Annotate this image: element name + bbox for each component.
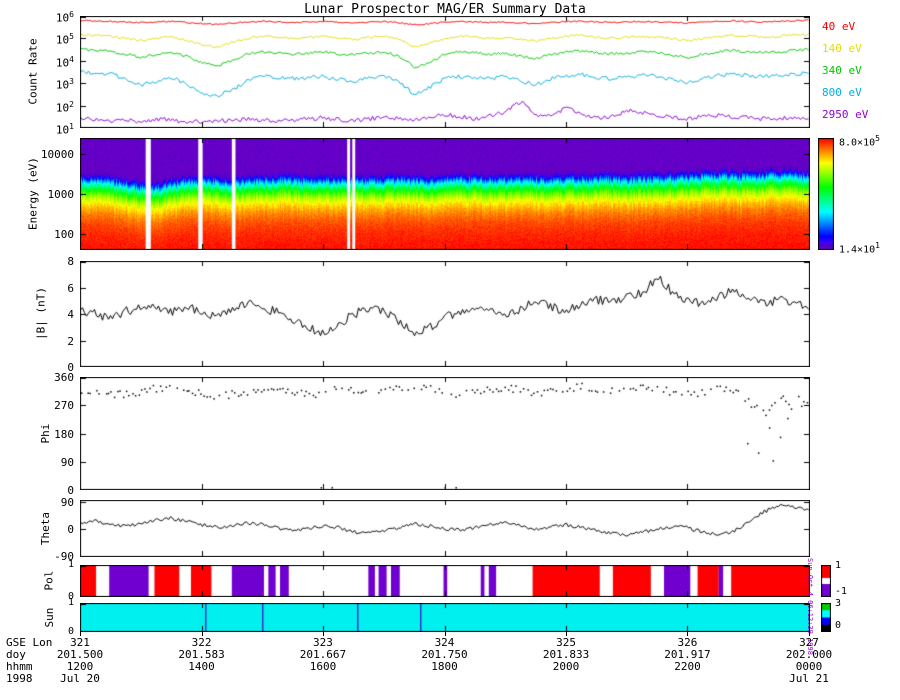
y-axis-label: Theta: [38, 511, 52, 545]
x-tick-doy: 201.750: [421, 648, 468, 661]
x-tick-mark: [201, 632, 203, 636]
x-tick-mark: [566, 632, 568, 636]
pol-colorbar-min-label: -1: [835, 586, 848, 597]
x-tick-gse-lon: 323: [313, 636, 333, 649]
x-tick-mark: [444, 632, 446, 636]
spectrogram-colorbar: [818, 138, 834, 250]
x-axis-row-label: doy: [6, 648, 26, 661]
y-axis-label: Energy (eV): [26, 157, 40, 230]
x-axis-row-label: hhmm: [6, 660, 33, 673]
energy-spectrogram-panel: [80, 138, 810, 250]
y-tick-label: 102: [55, 99, 74, 115]
y-tick-label: 0: [67, 591, 74, 602]
sun-colorbar-max-label: 3: [835, 598, 842, 609]
y-tick-label: 0: [67, 484, 74, 497]
y-tick-label: 2: [67, 334, 74, 348]
y-tick-label: 103: [55, 77, 74, 92]
plot-timestamp: Sun Oct 4 06:12:39 1998: [806, 558, 814, 655]
x-tick-doy: 201.583: [178, 648, 225, 661]
x-tick-mark: [687, 632, 689, 636]
sun-colorbar: [821, 603, 831, 632]
x-tick-hhmm: 0000: [795, 660, 823, 673]
colorbar-max-label: 8.0×105: [839, 134, 880, 149]
theta-panel: [80, 500, 810, 557]
y-tick-label: 6: [67, 281, 74, 295]
y-tick-label: 1: [67, 559, 74, 570]
y-axis-label: |B| (nT): [34, 287, 48, 340]
x-tick-doy: 202.000: [785, 648, 833, 661]
y-tick-label: 1000: [47, 188, 75, 201]
y-tick-label: 104: [55, 54, 74, 70]
y-tick-label: -90: [54, 549, 74, 563]
y-tick-label: 4: [67, 308, 74, 321]
pol-panel: [80, 565, 810, 597]
x-tick-date: Jul 21: [789, 672, 829, 685]
y-tick-label: 105: [55, 32, 74, 48]
x-tick-hhmm: 1600: [309, 660, 337, 673]
sun-colorbar-min-label: 0: [835, 620, 842, 631]
x-tick-mark: [80, 632, 81, 636]
pol-colorbar: [821, 565, 831, 597]
x-tick-mark: [809, 632, 810, 636]
count-rate-legend: 40 eV 140 eV 340 eV 800 eV 2950 eV: [822, 20, 868, 130]
x-tick-hhmm: 1400: [188, 660, 215, 673]
y-tick-label: 180: [54, 427, 74, 441]
y-tick-label: 90: [60, 495, 74, 509]
x-tick-gse-lon: 321: [70, 636, 90, 649]
colorbar-min-label: 1.4×101: [839, 241, 880, 256]
y-tick-label: 1: [67, 597, 74, 608]
y-tick-label: 100: [54, 228, 74, 242]
y-tick-label: 90: [60, 455, 74, 469]
y-tick-label: 0: [67, 626, 74, 637]
sun-panel: [80, 603, 810, 632]
x-tick-doy: 201.917: [664, 648, 711, 661]
x-axis-row-label: GSE Lon: [6, 636, 53, 649]
y-tick-label: 360: [54, 371, 74, 384]
x-tick-doy: 201.667: [299, 648, 347, 661]
x-tick-gse-lon: 326: [677, 636, 698, 649]
y-tick-label: 8: [67, 255, 74, 268]
y-axis-label: Phi: [38, 423, 52, 443]
x-tick-hhmm: 1200: [66, 660, 94, 673]
x-axis-row-label: 1998: [6, 672, 33, 685]
legend-item-40ev: 40 eV: [822, 20, 856, 33]
x-tick-hhmm: 2000: [552, 660, 580, 673]
x-tick-doy: 201.500: [56, 648, 104, 661]
legend-item-340ev: 340 eV: [822, 64, 862, 77]
x-tick-gse-lon: 324: [434, 636, 455, 649]
x-tick-gse-lon: 322: [191, 636, 212, 649]
y-axis-label: Count Rate: [26, 38, 40, 105]
phi-panel: [80, 377, 810, 490]
x-tick-hhmm: 2200: [674, 660, 701, 673]
page-title: Lunar Prospector MAG/ER Summary Data: [304, 2, 586, 17]
x-tick-mark: [322, 632, 324, 636]
y-axis-label: Sun: [42, 607, 56, 627]
y-tick-label: 10000: [40, 147, 74, 161]
y-axis-label: Pol: [42, 570, 56, 591]
legend-item-2950ev: 2950 eV: [822, 108, 869, 121]
x-tick-gse-lon: 325: [556, 636, 576, 649]
pol-colorbar-max-label: 1: [835, 560, 842, 571]
y-tick-label: 0: [67, 361, 74, 374]
x-tick-hhmm: 1800: [431, 660, 458, 673]
y-tick-label: 101: [55, 122, 74, 137]
legend-item-800ev: 800 eV: [822, 86, 862, 99]
count-rate-panel: [80, 16, 810, 128]
x-tick-date: Jul 20: [60, 672, 100, 685]
bmag-panel: [80, 261, 810, 367]
x-tick-doy: 201.833: [542, 648, 590, 661]
y-tick-label: 270: [54, 399, 74, 413]
y-tick-label: 106: [55, 10, 74, 25]
y-tick-label: 0: [67, 522, 74, 536]
x-tick-gse-lon: 327: [799, 636, 819, 649]
legend-item-140ev: 140 eV: [822, 42, 862, 55]
